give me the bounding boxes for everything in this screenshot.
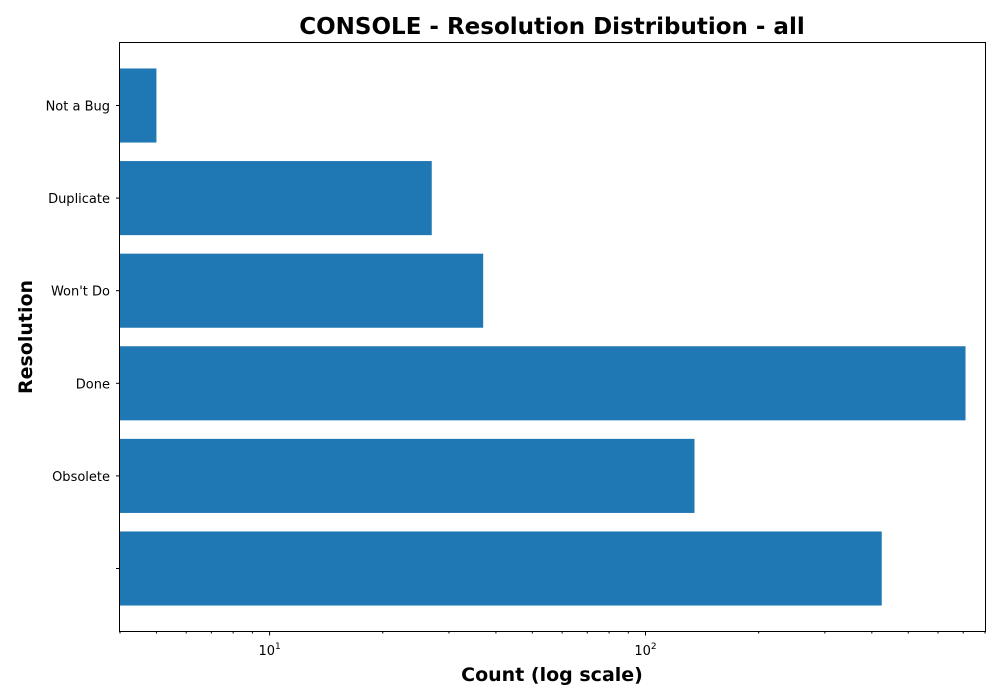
bar-not-a-bug [120,68,157,143]
y-axis: Obsolete Done Won't Do Duplicate Not a Bug [46,100,120,569]
x-tick-label: 102 [634,642,656,659]
chart-title: CONSOLE - Resolution Distribution - all [299,14,804,40]
bar-obsolete [120,438,695,513]
x-axis: 101 102 [119,631,986,659]
y-tick-label-duplicate: Duplicate [48,192,110,207]
bar-duplicate [120,161,432,236]
y-tick-label-not-a-bug: Not a Bug [46,100,110,115]
plot-area [120,68,966,606]
plot-frame [119,42,986,632]
x-tick-label: 101 [258,642,280,659]
bar-won-t-do [120,253,484,328]
y-tick-label-obsolete: Obsolete [52,470,110,485]
bar-done [120,346,966,421]
x-axis-label: Count (log scale) [461,664,643,686]
y-axis-label: Resolution [15,280,37,394]
bar-blank [120,531,882,606]
y-tick-label-won-t-do: Won't Do [51,285,110,300]
y-tick-label-done: Done [76,377,110,392]
